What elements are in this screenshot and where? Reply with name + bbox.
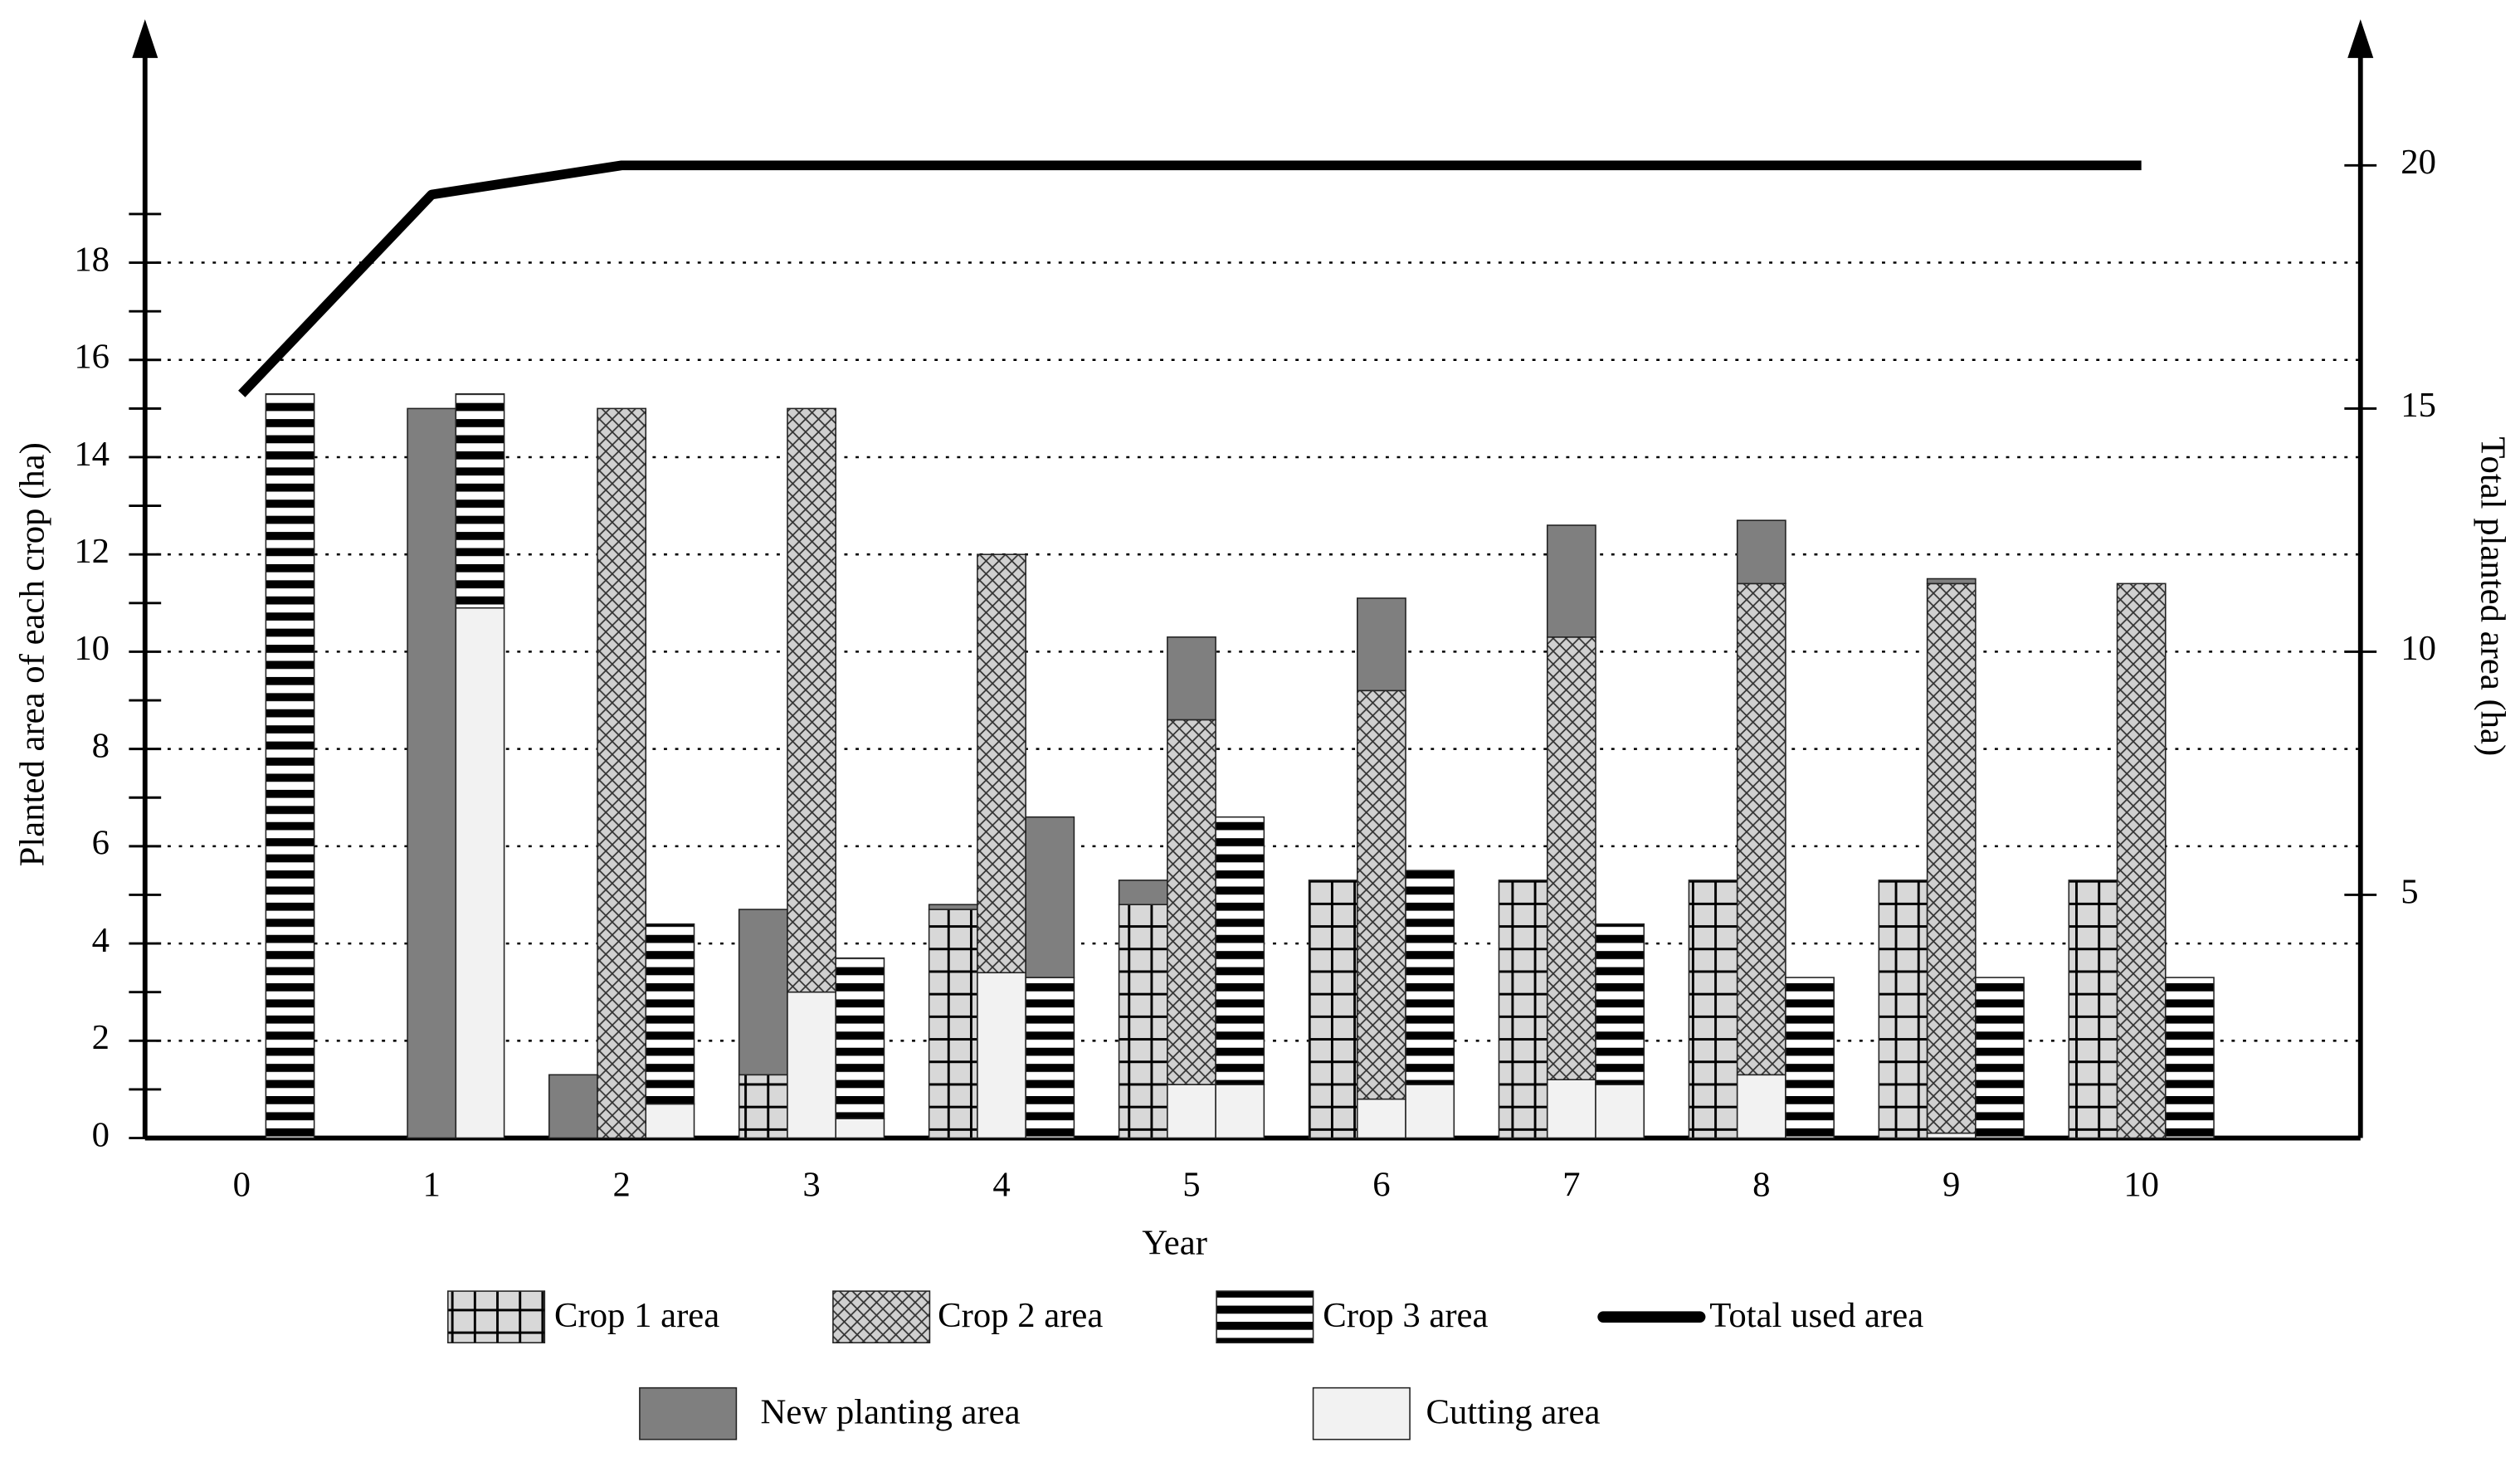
y2-tick-label: 15 [2401, 386, 2436, 425]
bar-area [1405, 870, 1455, 1085]
y-tick-label: 16 [74, 338, 110, 377]
y2-axis-label: Total planted area (ha) [2473, 436, 2512, 756]
x-tick-label: 5 [1182, 1166, 1200, 1205]
y-tick-label: 18 [74, 240, 110, 279]
x-tick-label: 0 [233, 1166, 251, 1205]
x-tick-label: 9 [1942, 1166, 1960, 1205]
legend-label: Crop 1 area [554, 1296, 719, 1335]
bar-cutting [1405, 1084, 1455, 1139]
bar-new [1118, 880, 1168, 905]
y-tick-label: 0 [92, 1115, 110, 1154]
x-tick-label: 2 [612, 1166, 630, 1205]
y2-tick-label: 5 [2401, 872, 2418, 911]
legend-label: Crop 3 area [1323, 1296, 1488, 1335]
bar-area [977, 553, 1026, 974]
axis-arrows [132, 19, 2374, 58]
legend-swatch [639, 1386, 738, 1440]
legend-swatch [1216, 1290, 1314, 1344]
bar-area [787, 407, 836, 993]
bar-new [1736, 519, 1786, 585]
bar-cutting [645, 1103, 695, 1139]
legend-swatch [447, 1290, 546, 1344]
bar-area [1785, 977, 1835, 1139]
legend-label: Cutting area [1426, 1392, 1601, 1431]
bar-area [1975, 977, 2025, 1139]
bar-cutting [1595, 1084, 1645, 1139]
bar-cutting [1546, 1079, 1596, 1139]
y-axis-label: Planted area of each crop (ha) [13, 442, 52, 866]
bar-cutting [835, 1118, 885, 1139]
bar-area [1595, 923, 1645, 1085]
legend-label: New planting area [761, 1392, 1021, 1431]
legend-label: Crop 2 area [938, 1296, 1103, 1335]
bar-area [2116, 582, 2167, 1139]
y-tick-label: 6 [92, 824, 110, 863]
x-tick-label: 10 [2123, 1166, 2159, 1205]
x-axis-label: Year [1142, 1223, 1207, 1262]
bar-area [928, 909, 978, 1139]
bar-new [1546, 524, 1596, 638]
bar-area [1688, 880, 1738, 1139]
bar-new [548, 1074, 598, 1139]
bar-area [1167, 719, 1216, 1085]
bar-area [1357, 690, 1406, 1100]
bar-cutting [1926, 1132, 1977, 1139]
y2-tick-label: 10 [2401, 629, 2436, 668]
bar-area [1118, 904, 1168, 1139]
bar-area [2068, 880, 2118, 1139]
bar-new [1926, 577, 1977, 585]
x-tick-label: 3 [802, 1166, 820, 1205]
bar-area [738, 1074, 788, 1139]
bar-new [928, 904, 978, 910]
bar-area [265, 393, 315, 1139]
bar-area [1498, 880, 1548, 1139]
y-tick-label: 10 [74, 629, 110, 668]
x-tick-label: 1 [423, 1166, 441, 1205]
bar-cutting [977, 972, 1026, 1139]
bar-area [1546, 636, 1596, 1080]
bar-new [1357, 597, 1406, 692]
bar-cutting [1736, 1074, 1786, 1139]
bar-cutting [1167, 1084, 1216, 1139]
bar-area [2165, 977, 2215, 1139]
bar-area [1308, 880, 1358, 1139]
legend-swatch [832, 1290, 931, 1344]
bar-new [1025, 816, 1075, 978]
x-tick-label: 4 [992, 1166, 1010, 1205]
bar-cutting [787, 991, 836, 1139]
bar-new [738, 909, 788, 1076]
bar-cutting [455, 607, 505, 1139]
bar-area [1215, 816, 1265, 1085]
bar-area [455, 393, 505, 609]
y-tick-label: 8 [92, 726, 110, 765]
total-line [238, 160, 2142, 397]
x-tick-label: 7 [1562, 1166, 1580, 1205]
bar-area [835, 957, 885, 1119]
bar-area [645, 923, 695, 1105]
x-tick-label: 8 [1752, 1166, 1770, 1205]
bar-area [1878, 880, 1928, 1139]
legend-swatch [1312, 1386, 1411, 1440]
bar-area [1736, 582, 1786, 1076]
x-tick-label: 6 [1372, 1166, 1390, 1205]
y-tick-label: 14 [74, 435, 110, 474]
bar-area [597, 407, 647, 1139]
legend-label: Total used area [1709, 1296, 1923, 1335]
bar-area [1025, 977, 1075, 1139]
bar-cutting [1215, 1084, 1265, 1139]
y2-tick-label: 20 [2401, 143, 2436, 182]
y-tick-label: 4 [92, 921, 110, 960]
y-tick-label: 2 [92, 1018, 110, 1057]
y-tick-label: 12 [74, 532, 110, 571]
bar-new [407, 407, 457, 1139]
bar-cutting [1357, 1098, 1406, 1139]
bar-area [1926, 582, 1977, 1134]
bar-new [1167, 636, 1216, 721]
